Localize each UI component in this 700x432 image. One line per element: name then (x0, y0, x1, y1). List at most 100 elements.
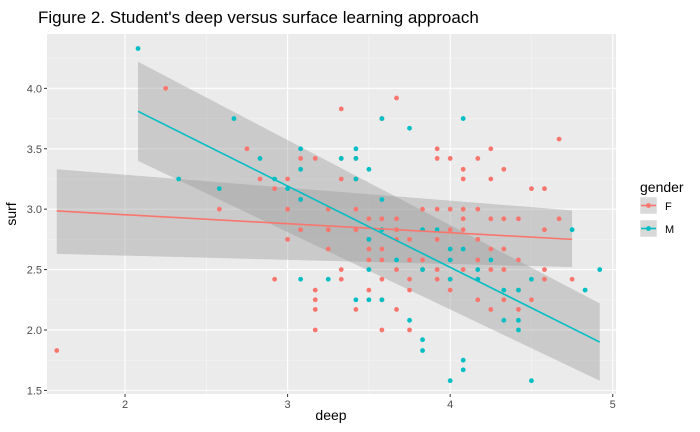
data-point-F (272, 186, 277, 192)
data-point-M (597, 267, 603, 272)
data-point-F (379, 276, 385, 282)
y-tick-label: 3.0 (27, 204, 42, 216)
data-point-F (488, 176, 494, 182)
data-point-F (529, 297, 534, 303)
data-point-M (516, 317, 521, 323)
data-point-F (460, 227, 466, 233)
data-point-M (420, 267, 425, 272)
data-point-M (407, 317, 412, 323)
data-point-F (556, 136, 562, 142)
data-point-F (501, 246, 507, 252)
data-point-F (488, 267, 494, 272)
data-point-M (216, 186, 222, 192)
data-point-F (542, 227, 547, 233)
data-point-F (501, 297, 507, 303)
data-point-F (501, 166, 507, 172)
data-point-F (542, 267, 547, 272)
data-point-F (394, 267, 399, 272)
data-point-F (216, 206, 222, 212)
data-point-F (488, 246, 494, 252)
chart-title: Figure 2. Student's deep versus surface … (38, 8, 479, 27)
data-point-M (569, 227, 575, 233)
data-point-F (447, 287, 453, 293)
data-point-F (475, 156, 481, 161)
trend-line-F (56, 210, 573, 241)
data-point-F (366, 287, 372, 293)
data-point-M (488, 257, 494, 263)
data-point-F (353, 227, 359, 233)
data-point-F (434, 276, 440, 282)
y-axis-title: surf (3, 202, 19, 225)
data-point-F (285, 206, 291, 212)
data-point-F (501, 216, 507, 222)
data-point-F (257, 176, 263, 182)
data-point-F (475, 257, 481, 263)
x-tick-label: 5 (610, 399, 616, 411)
data-point-M (366, 166, 372, 172)
data-point-F (366, 257, 372, 263)
data-point-F (285, 176, 291, 182)
data-point-F (569, 276, 575, 282)
data-point-F (394, 307, 399, 312)
data-point-M (298, 146, 304, 152)
x-axis-title: deep (315, 407, 346, 423)
data-point-F (407, 236, 412, 242)
data-point-F (312, 287, 318, 293)
data-point-M (407, 125, 412, 131)
data-point-F (542, 186, 547, 192)
data-point-M (135, 46, 141, 51)
trend-lines (56, 110, 601, 343)
legend-point-F (646, 203, 651, 208)
data-point-F (434, 236, 440, 242)
data-point-F (447, 227, 453, 233)
data-point-M (394, 257, 399, 263)
data-point-M (325, 276, 331, 282)
minor-grid (47, 34, 616, 394)
data-point-M (298, 276, 304, 282)
data-point-M (516, 287, 521, 293)
data-point-F (434, 206, 440, 212)
y-tick-label: 3.5 (27, 144, 42, 156)
data-point-F (488, 216, 494, 222)
data-point-F (353, 206, 359, 212)
data-point-M (338, 156, 344, 161)
data-point-F (407, 287, 412, 293)
legend-point-M (646, 226, 651, 231)
data-point-F (379, 327, 385, 333)
x-tick-label: 3 (285, 399, 291, 411)
data-point-F (501, 267, 507, 272)
plot-panel (47, 34, 616, 394)
data-points (54, 46, 603, 384)
data-point-F (447, 156, 453, 161)
y-tick-label: 4.0 (27, 83, 42, 95)
data-point-M (501, 287, 507, 293)
data-point-F (325, 206, 331, 212)
data-point-F (394, 95, 399, 101)
data-point-M (366, 267, 372, 272)
y-axis: 1.5 2.0 2.5 3.0 3.5 4.0 (27, 83, 47, 397)
data-point-F (379, 246, 385, 252)
data-point-M (298, 197, 304, 202)
data-point-F (434, 146, 440, 152)
data-point-M (379, 297, 385, 303)
data-point-M (475, 267, 481, 272)
data-point-M (420, 348, 425, 353)
x-axis: 2 3 4 5 (122, 394, 616, 411)
data-point-F (407, 257, 412, 263)
data-point-F (460, 216, 466, 222)
data-point-F (379, 257, 385, 263)
data-point-M (420, 337, 425, 343)
data-point-M (516, 327, 521, 333)
data-point-F (285, 236, 291, 242)
data-point-M (366, 236, 372, 242)
data-point-M (460, 357, 466, 363)
data-point-F (434, 267, 440, 272)
data-point-M (460, 116, 466, 121)
data-point-F (338, 176, 344, 182)
data-point-F (556, 216, 562, 222)
data-point-F (516, 257, 521, 263)
data-point-M (447, 378, 453, 384)
confidence-ribbon-F (56, 169, 573, 268)
data-point-F (460, 166, 466, 172)
